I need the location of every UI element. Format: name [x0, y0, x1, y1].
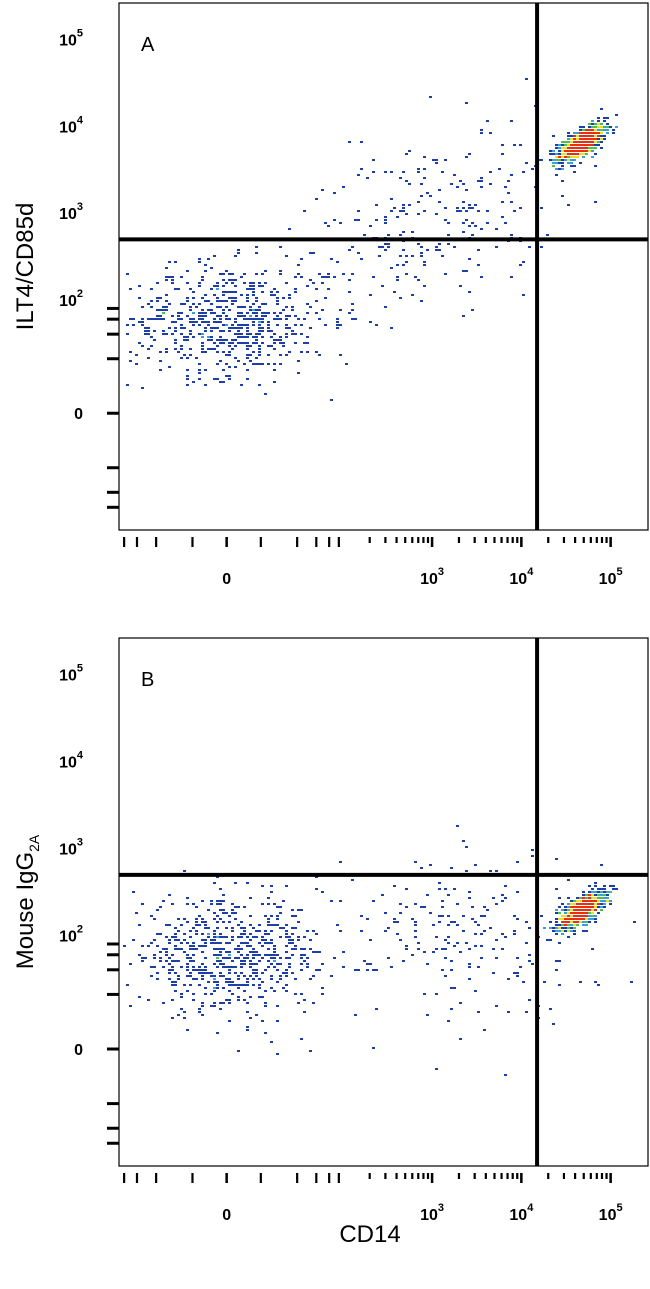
y-minor-ticks	[107, 942, 119, 1145]
x-tick-label: 104	[509, 1202, 534, 1224]
y-axis-title: Mouse IgG2A	[12, 834, 42, 969]
y-tick-label: 104	[59, 750, 84, 772]
y-tick-label: 0	[74, 406, 83, 423]
y-tick-label: 0	[74, 1042, 83, 1059]
event-dots	[123, 825, 636, 1076]
y-axis-title: ILT4/CD85d	[12, 203, 39, 331]
y-tick-label: 103	[59, 837, 83, 859]
y-tick-label: 105	[59, 27, 83, 49]
x-axis-title: CD14	[339, 1221, 400, 1248]
plot-frame	[118, 637, 649, 1167]
x-tick-label: 0	[222, 571, 231, 588]
panel-a: A 0 103 104 105 0 102 103 104 105 ILT4/CD85d	[12, 2, 649, 588]
panel-b: B 0 103 104 105 0 102 103 104 105 Mouse IgG2A	[12, 637, 649, 1224]
plot-frame	[118, 2, 649, 531]
x-tick-label: 0	[222, 1207, 231, 1224]
y-tick-label: 104	[59, 114, 84, 136]
x-tick-label: 103	[420, 1202, 444, 1224]
panel-letter: B	[141, 669, 154, 691]
y-tick-label: 102	[59, 288, 83, 310]
event-dots	[126, 78, 618, 401]
x-tick-label: 104	[509, 566, 534, 588]
panel-letter: A	[141, 34, 155, 56]
x-minor-ticks	[123, 537, 612, 547]
y-tick-label: 105	[59, 662, 83, 684]
x-tick-label: 103	[420, 566, 444, 588]
y-minor-ticks	[107, 306, 119, 509]
x-tick-label: 105	[599, 566, 623, 588]
x-minor-ticks	[123, 1173, 612, 1183]
y-tick-label: 102	[59, 924, 83, 946]
x-tick-label: 105	[599, 1202, 623, 1224]
y-tick-label: 103	[59, 201, 83, 223]
